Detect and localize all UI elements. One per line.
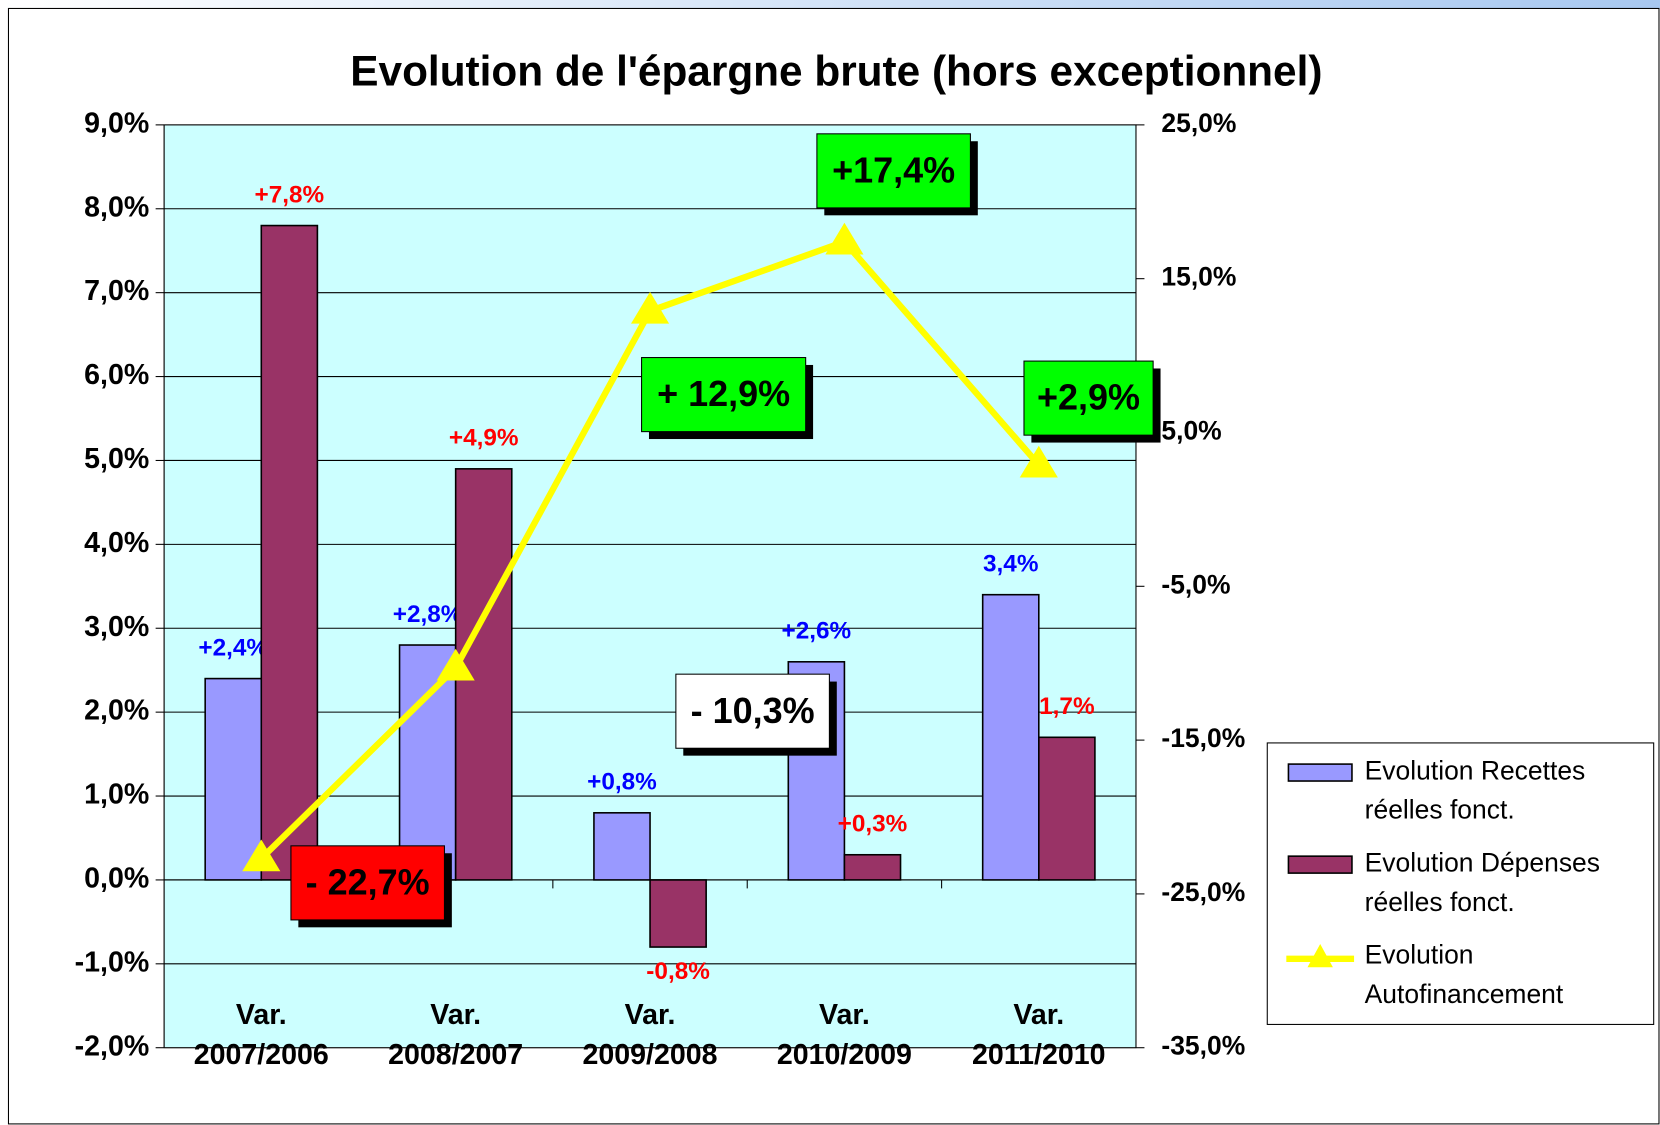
- bar: [981, 593, 1040, 881]
- line-marker: [825, 222, 864, 255]
- data-label: 1,7%: [1039, 693, 1094, 720]
- data-label: + 12,9%: [657, 373, 790, 414]
- data-label: -0,8%: [646, 958, 710, 985]
- data-label: +2,9%: [1037, 377, 1140, 418]
- label-box: [816, 133, 971, 209]
- y2-tick-label: -5,0%: [1161, 569, 1230, 599]
- x-tick-label: Var. 2011/2010: [972, 999, 1105, 1071]
- legend: [1266, 742, 1655, 1025]
- line-marker: [436, 648, 475, 681]
- line-marker: [242, 839, 281, 872]
- y2-tick-label: 15,0%: [1161, 262, 1236, 292]
- y-tick-label: 1,0%: [84, 779, 149, 811]
- x-tick-label: Var. 2007/2006: [194, 999, 329, 1071]
- x-tick-label: Var. 2008/2007: [388, 999, 523, 1071]
- data-label: +17,4%: [832, 149, 955, 190]
- data-label: +7,8%: [255, 181, 325, 208]
- y2-tick-label: -35,0%: [1161, 1031, 1245, 1061]
- x-tick-label: Var. 2009/2008: [583, 999, 718, 1071]
- data-label: +0,8%: [587, 769, 657, 796]
- y-tick-label: 6,0%: [84, 359, 149, 391]
- legend-swatch: [1307, 944, 1333, 968]
- bar: [649, 879, 707, 948]
- label-box: [290, 845, 445, 921]
- bar: [1038, 736, 1096, 881]
- data-label: +0,3%: [838, 811, 908, 838]
- x-tick-label: Var. 2010/2009: [777, 999, 912, 1071]
- y-tick-label: 8,0%: [84, 191, 149, 223]
- y2-tick-label: -15,0%: [1161, 723, 1245, 753]
- data-label: - 22,7%: [306, 861, 430, 902]
- chart-title: Evolution de l'épargne brute (hors excep…: [350, 47, 1322, 94]
- y-tick-label: 2,0%: [84, 695, 149, 727]
- label-box: [1023, 360, 1154, 436]
- y2-tick-label: 25,0%: [1161, 108, 1236, 138]
- bar: [204, 677, 263, 881]
- line-marker: [630, 291, 670, 324]
- legend-label: Evolution Dépenses réelles fonct.: [1365, 848, 1600, 917]
- legend-swatch: [1287, 763, 1353, 782]
- y-tick-label: 9,0%: [84, 107, 149, 139]
- legend-label: Evolution Recettes réelles fonct.: [1365, 756, 1586, 825]
- line-marker: [1019, 445, 1058, 478]
- bar: [593, 812, 651, 881]
- data-label: +2,6%: [782, 618, 852, 645]
- data-label: +2,4%: [198, 634, 268, 661]
- bar: [398, 644, 457, 881]
- y-tick-label: 7,0%: [84, 275, 149, 307]
- top-strip: [0, 0, 1660, 9]
- data-label: 3,4%: [983, 550, 1038, 577]
- bar: [260, 224, 319, 881]
- bar: [843, 853, 902, 881]
- y-tick-label: 3,0%: [84, 611, 149, 643]
- y-tick-label: 0,0%: [84, 862, 149, 894]
- label-box: [641, 357, 807, 433]
- y2-tick-label: -25,0%: [1161, 877, 1245, 907]
- legend-swatch: [1287, 855, 1353, 874]
- data-label: +4,9%: [449, 425, 519, 452]
- data-label: - 10,3%: [691, 690, 815, 731]
- y-tick-label: -1,0%: [75, 946, 150, 978]
- y2-tick-label: 5,0%: [1161, 415, 1221, 445]
- legend-label: Evolution Autofinancement: [1365, 940, 1564, 1009]
- y-tick-label: 4,0%: [84, 527, 149, 559]
- data-label: +2,8%: [393, 601, 463, 628]
- y-tick-label: 5,0%: [84, 443, 149, 475]
- y-tick-label: -2,0%: [75, 1030, 150, 1062]
- label-box: [675, 673, 830, 749]
